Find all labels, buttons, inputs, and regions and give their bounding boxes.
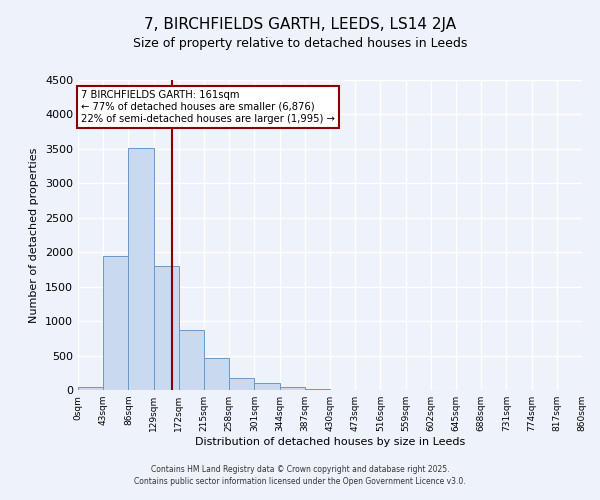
Bar [229,378,254,390]
Bar [254,384,280,390]
Text: Size of property relative to detached houses in Leeds: Size of property relative to detached ho… [133,38,467,51]
Bar [179,330,204,390]
Bar [154,266,179,390]
Bar [78,386,103,390]
Bar [128,148,154,390]
Text: 7 BIRCHFIELDS GARTH: 161sqm
← 77% of detached houses are smaller (6,876)
22% of : 7 BIRCHFIELDS GARTH: 161sqm ← 77% of det… [81,90,335,124]
Text: Contains public sector information licensed under the Open Government Licence v3: Contains public sector information licen… [134,476,466,486]
Y-axis label: Number of detached properties: Number of detached properties [29,148,40,322]
Bar [103,256,128,390]
Bar [204,358,229,390]
Text: Contains HM Land Registry data © Crown copyright and database right 2025.: Contains HM Land Registry data © Crown c… [151,466,449,474]
Bar [280,387,305,390]
X-axis label: Distribution of detached houses by size in Leeds: Distribution of detached houses by size … [195,437,465,447]
Text: 7, BIRCHFIELDS GARTH, LEEDS, LS14 2JA: 7, BIRCHFIELDS GARTH, LEEDS, LS14 2JA [144,18,456,32]
Bar [305,388,330,390]
